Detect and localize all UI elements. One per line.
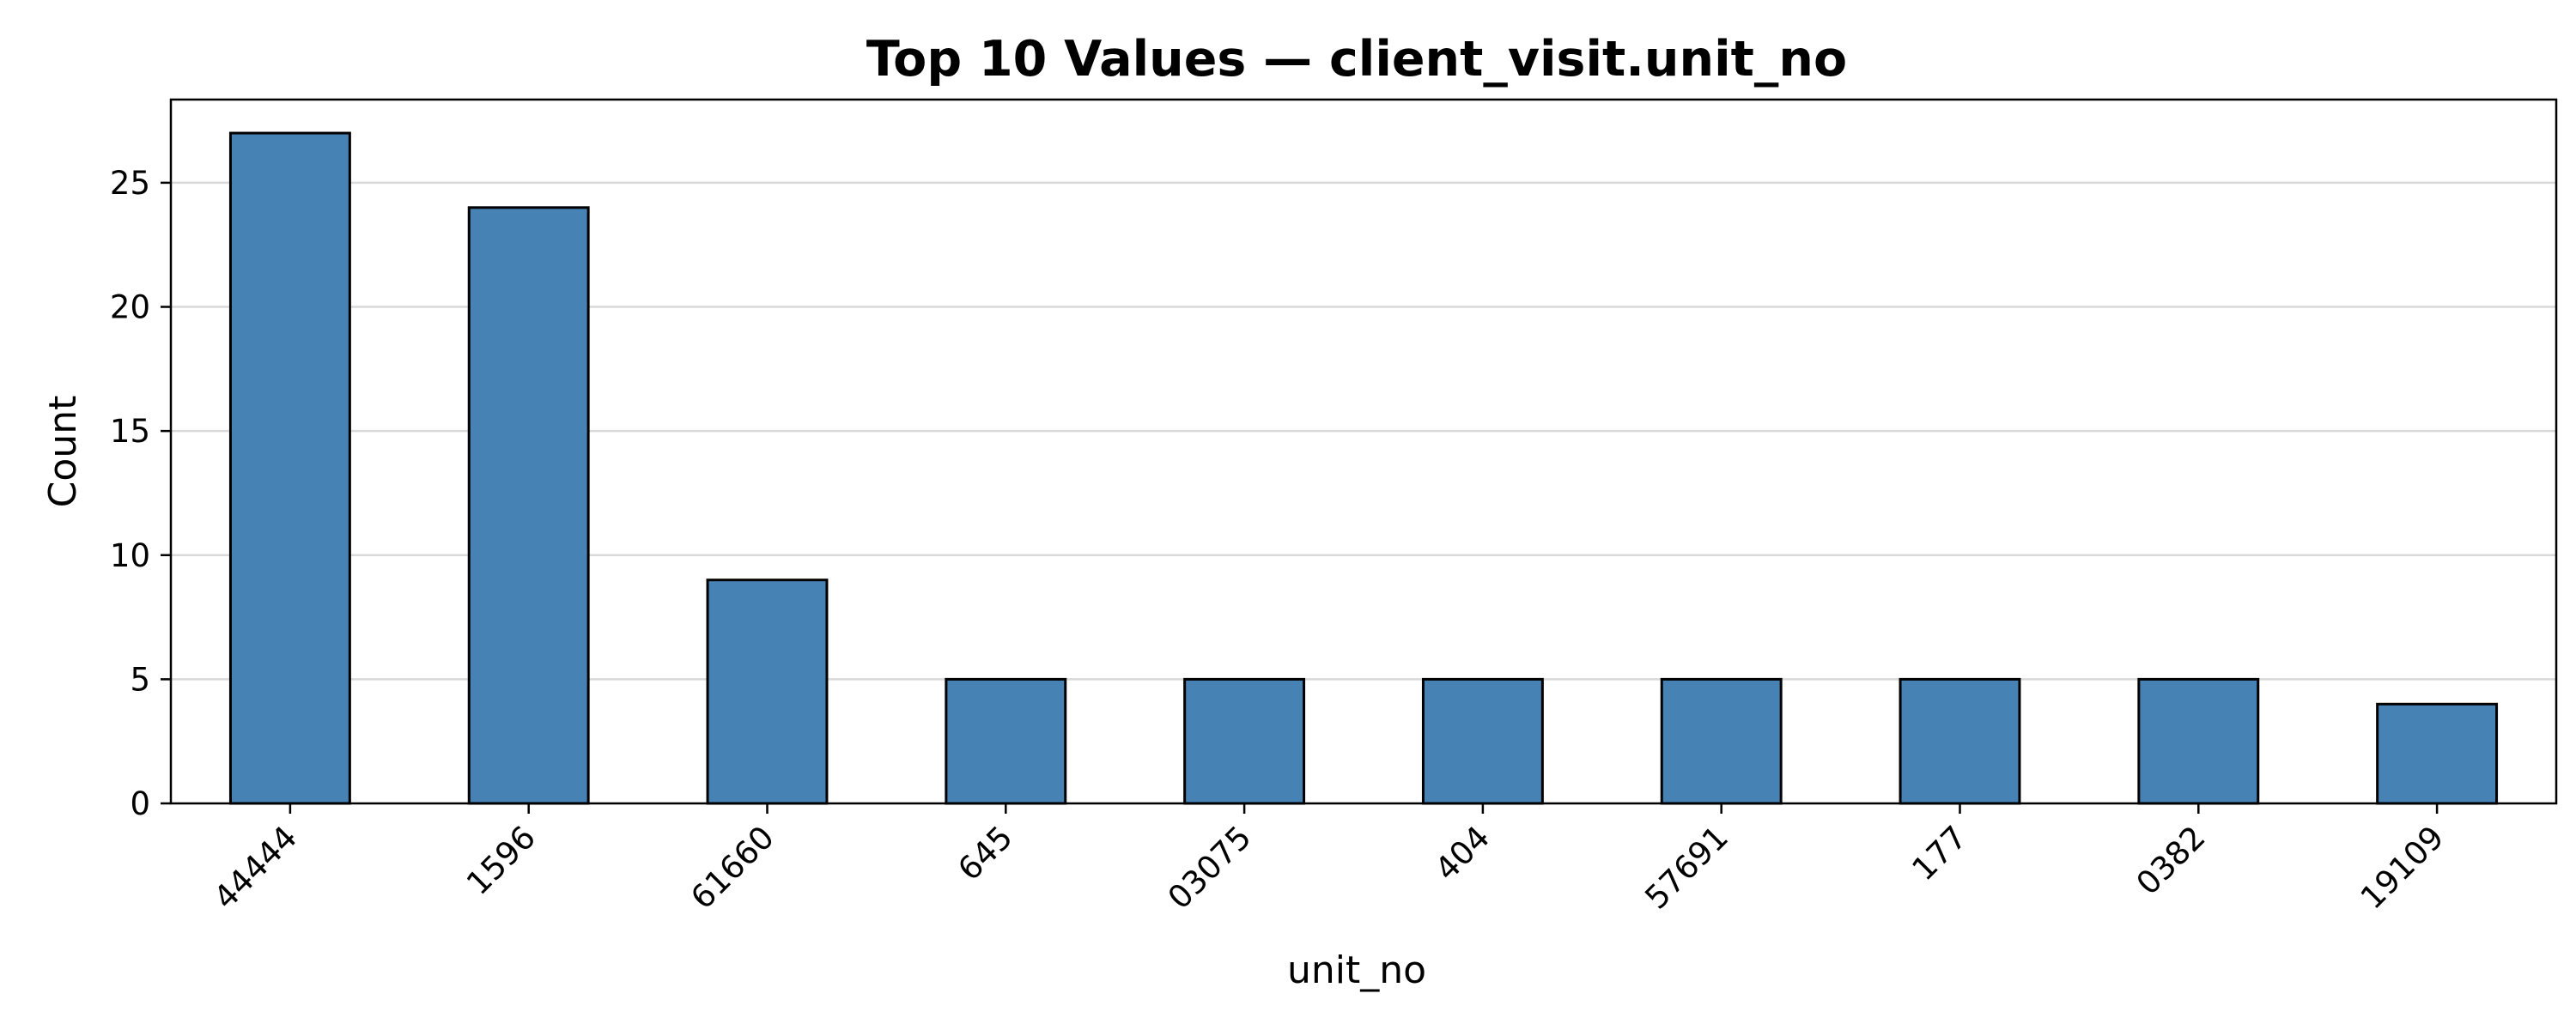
bar-57691	[1660, 677, 1783, 805]
bar-1596	[467, 206, 590, 805]
y-tick-label: 5	[130, 661, 150, 698]
y-tick-label: 25	[110, 165, 150, 202]
y-tick-label: 10	[110, 537, 150, 574]
bars	[228, 131, 2499, 805]
y-axis-label: Count	[41, 396, 85, 508]
y-axis-ticks: 0 5 10 15 20 25	[110, 165, 171, 822]
y-tick-label: 0	[130, 785, 150, 822]
bar-404	[1421, 677, 1544, 805]
bar-0382	[2137, 677, 2260, 805]
y-tick-label: 20	[110, 289, 150, 326]
y-tick-label: 15	[110, 413, 150, 450]
plot-frame	[169, 98, 2558, 805]
bar-177	[1899, 677, 2021, 805]
bar-645	[945, 677, 1067, 805]
bar-44444	[228, 131, 351, 805]
x-axis-label: unit_no	[1287, 948, 1426, 992]
bar-61660	[706, 579, 829, 805]
bar-19109	[2376, 702, 2499, 805]
bar-03075	[1183, 677, 1306, 805]
chart-title: Top 10 Values — client_visit.unit_no	[866, 31, 1847, 88]
